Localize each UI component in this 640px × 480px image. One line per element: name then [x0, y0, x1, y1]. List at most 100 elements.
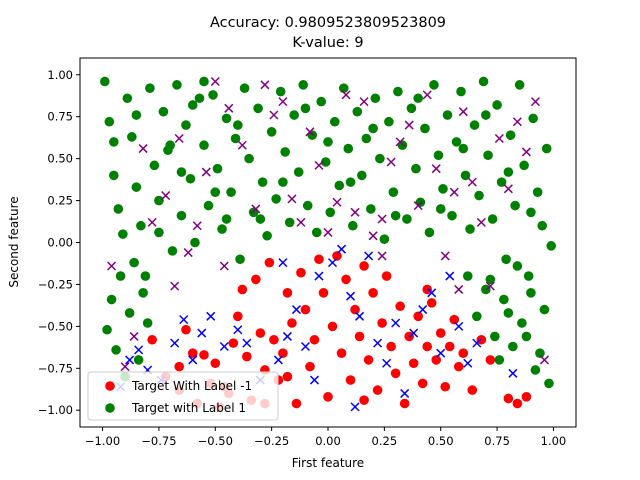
- data-point-s1: [390, 210, 401, 221]
- data-point-s1: [271, 194, 281, 204]
- data-point-x-s2: [219, 341, 229, 352]
- data-point-s0: [440, 381, 451, 392]
- data-point-s1: [472, 311, 482, 322]
- data-point-s0: [413, 311, 423, 322]
- data-point-s1: [501, 254, 511, 265]
- data-point-x-s3: [192, 221, 202, 231]
- data-point-x-s2: [436, 348, 446, 358]
- data-point-s1: [325, 207, 336, 218]
- data-point-s1: [118, 229, 128, 239]
- data-point-s1: [366, 204, 376, 214]
- data-point-x-s3: [413, 201, 423, 211]
- data-point-s0: [314, 254, 324, 265]
- data-point-s1: [138, 288, 148, 298]
- data-point-s1: [140, 271, 151, 281]
- data-point-x-s3: [494, 133, 504, 144]
- data-point-x-s3: [251, 204, 261, 214]
- data-point-s1: [499, 294, 509, 305]
- data-point-s1: [402, 214, 412, 224]
- data-point-x-s3: [503, 184, 513, 194]
- data-point-x-s2: [445, 271, 455, 281]
- data-point-s1: [122, 93, 133, 104]
- data-point-x-s3: [512, 117, 522, 127]
- data-point-x-s3: [404, 120, 414, 130]
- data-point-x-s3: [395, 137, 405, 147]
- data-point-s0: [210, 358, 221, 369]
- data-point-x-s3: [314, 160, 324, 170]
- data-point-s0: [147, 334, 157, 345]
- data-point-s0: [278, 348, 288, 359]
- data-point-s1: [165, 140, 175, 151]
- data-point-s0: [287, 318, 297, 328]
- data-point-s1: [212, 163, 223, 174]
- data-point-x-s2: [346, 291, 356, 301]
- chart-title: Accuracy: 0.9809523809523809: [210, 15, 446, 31]
- data-point-x-s3: [210, 76, 220, 87]
- data-point-s1: [352, 106, 363, 117]
- data-point-s1: [433, 150, 444, 161]
- data-point-s1: [541, 143, 552, 154]
- data-point-s0: [332, 251, 342, 261]
- data-point-x-s3: [260, 80, 270, 90]
- x-tick-label: −0.50: [198, 434, 233, 448]
- data-point-x-s3: [368, 231, 378, 241]
- data-point-s1: [176, 167, 187, 177]
- data-point-x-s2: [179, 315, 189, 325]
- data-point-s0: [476, 334, 487, 345]
- data-point-x-s3: [147, 217, 157, 227]
- x-tick-label: 0.00: [315, 434, 341, 448]
- data-point-s1: [368, 123, 378, 134]
- data-point-s0: [422, 341, 433, 352]
- x-tick-label: 1.00: [541, 434, 567, 448]
- x-tick-label: 0.50: [428, 434, 454, 448]
- data-point-x-s3: [467, 177, 477, 187]
- data-point-s1: [208, 90, 218, 100]
- data-point-s0: [404, 331, 414, 342]
- data-point-x-s3: [422, 90, 432, 100]
- data-point-x-s2: [278, 258, 288, 268]
- data-point-s1: [532, 187, 543, 197]
- data-point-s1: [199, 76, 209, 87]
- data-point-x-s2: [382, 358, 392, 368]
- data-point-x-s2: [282, 331, 292, 341]
- data-point-s1: [519, 160, 529, 171]
- data-point-s0: [251, 274, 261, 285]
- data-point-x-s3: [386, 157, 396, 167]
- data-point-s1: [521, 331, 532, 342]
- legend: Target With Label -1 Target with Label 1: [87, 371, 279, 421]
- data-point-s1: [496, 177, 507, 187]
- data-point-s1: [253, 103, 263, 114]
- data-point-s1: [244, 153, 254, 164]
- data-point-s0: [323, 392, 333, 402]
- data-point-x-s3: [201, 167, 211, 177]
- data-point-s1: [104, 116, 115, 127]
- data-point-x-s2: [427, 288, 437, 298]
- data-point-s0: [291, 398, 302, 409]
- data-point-x-s2: [472, 338, 482, 348]
- data-point-s1: [370, 93, 381, 104]
- data-point-x-s3: [138, 144, 148, 154]
- data-point-x-s3: [287, 194, 297, 204]
- data-point-s1: [514, 80, 525, 90]
- data-point-x-s3: [219, 261, 229, 271]
- data-point-s0: [399, 398, 410, 409]
- data-point-x-s3: [341, 90, 351, 100]
- data-point-s1: [429, 80, 439, 90]
- data-point-s1: [494, 355, 505, 365]
- data-point-x-s2: [391, 318, 401, 328]
- data-point-s1: [113, 204, 124, 214]
- data-point-s1: [512, 261, 523, 271]
- data-point-s1: [262, 230, 272, 241]
- chart-subtitle: K-value: 9: [292, 35, 363, 51]
- data-point-s1: [546, 241, 556, 251]
- data-point-s1: [154, 195, 164, 206]
- data-point-x-s3: [170, 281, 180, 291]
- data-point-s1: [131, 110, 142, 120]
- data-point-s1: [190, 237, 200, 248]
- data-point-x-s3: [431, 164, 441, 174]
- data-point-s1: [320, 157, 331, 167]
- data-point-s1: [307, 130, 318, 140]
- data-point-s1: [375, 153, 385, 164]
- data-point-s1: [255, 214, 266, 224]
